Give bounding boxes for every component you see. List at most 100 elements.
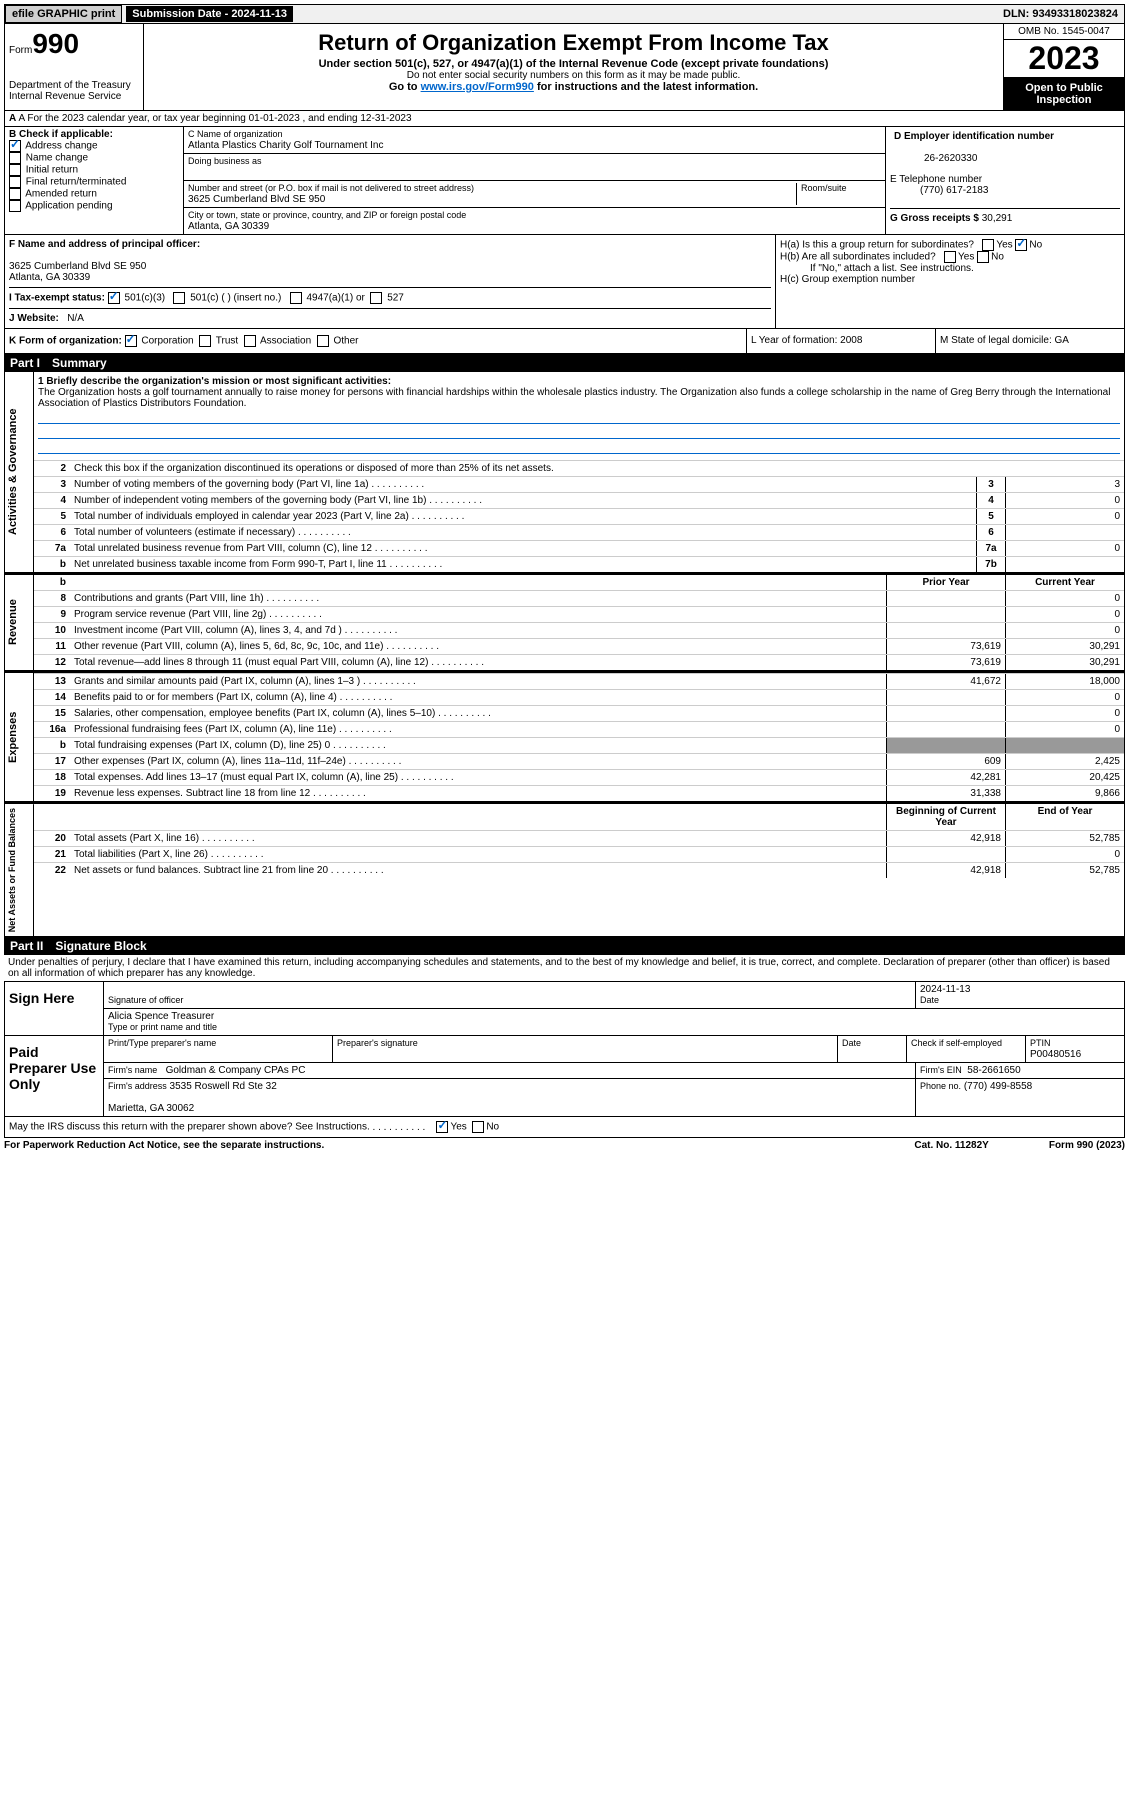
summary-line: 17Other expenses (Part IX, column (A), l… <box>34 753 1124 769</box>
hb-yes[interactable] <box>944 251 956 263</box>
opt-amended: Amended return <box>25 189 97 200</box>
f-label: F Name and address of principal officer: <box>9 239 200 250</box>
org-name: Atlanta Plastics Charity Golf Tournament… <box>188 140 383 151</box>
col-f: F Name and address of principal officer:… <box>5 235 776 328</box>
footer: For Paperwork Reduction Act Notice, see … <box>4 1138 1125 1153</box>
k-corp[interactable] <box>125 335 137 347</box>
ha-yes[interactable] <box>982 239 994 251</box>
opt-assoc: Association <box>260 336 311 347</box>
k-other[interactable] <box>317 335 329 347</box>
part2-num: Part II <box>10 939 43 953</box>
check-name-change[interactable] <box>9 152 21 164</box>
hb-note: If "No," attach a list. See instructions… <box>780 263 974 274</box>
ein-label: D Employer identification number <box>894 131 1054 142</box>
opt-pending: Application pending <box>25 201 112 212</box>
firm-phone-label: Phone no. <box>920 1081 961 1091</box>
summary-line: 8Contributions and grants (Part VIII, li… <box>34 590 1124 606</box>
part1-num: Part I <box>10 356 40 370</box>
c-name-label: C Name of organization <box>188 129 283 139</box>
check-501c3[interactable] <box>108 292 120 304</box>
k-trust[interactable] <box>199 335 211 347</box>
efile-button[interactable]: efile GRAPHIC print <box>5 5 122 23</box>
firm-name: Goldman & Company CPAs PC <box>166 1065 306 1076</box>
form-year: 2023 <box>1004 40 1124 78</box>
summary-line: 3Number of voting members of the governi… <box>34 476 1124 492</box>
col-prior: Prior Year <box>886 575 1005 590</box>
summary-line: 19Revenue less expenses. Subtract line 1… <box>34 785 1124 801</box>
m-state: M State of legal domicile: GA <box>935 329 1124 353</box>
submission-date: Submission Date - 2024-11-13 <box>126 6 293 22</box>
summary-line: bTotal fundraising expenses (Part IX, co… <box>34 737 1124 753</box>
check-501c[interactable] <box>173 292 185 304</box>
opt-4947: 4947(a)(1) or <box>306 293 364 304</box>
col-c: C Name of organization Atlanta Plastics … <box>184 127 886 234</box>
form-number-box: Form990 Department of the Treasury Inter… <box>5 24 144 110</box>
firm-ein-label: Firm's EIN <box>920 1065 962 1075</box>
instructions-link[interactable]: www.irs.gov/Form990 <box>421 81 534 93</box>
dept-label: Department of the Treasury Internal Reve… <box>9 80 139 102</box>
hc-label: H(c) Group exemption number <box>780 274 915 285</box>
line2-text: Check this box if the organization disco… <box>74 463 554 474</box>
firm-phone: (770) 499-8558 <box>964 1081 1032 1092</box>
summary-line: 6Total number of volunteers (estimate if… <box>34 524 1124 540</box>
opt-address: Address change <box>25 141 97 152</box>
summary-line: 5Total number of individuals employed in… <box>34 508 1124 524</box>
ein-value: 26-2620330 <box>894 153 977 164</box>
col-h: H(a) Is this a group return for subordin… <box>776 235 1124 328</box>
firm-addr-label: Firm's address <box>108 1081 167 1091</box>
summary-line: 13Grants and similar amounts paid (Part … <box>34 673 1124 689</box>
section-bcd: B Check if applicable: Address change Na… <box>4 127 1125 235</box>
check-pending[interactable] <box>9 200 21 212</box>
sig-date-label: Date <box>920 995 939 1005</box>
summary-line: 16aProfessional fundraising fees (Part I… <box>34 721 1124 737</box>
summary-line: 18Total expenses. Add lines 13–17 (must … <box>34 769 1124 785</box>
sig-officer-label: Signature of officer <box>108 995 183 1005</box>
summary-line: 12Total revenue—add lines 8 through 11 (… <box>34 654 1124 670</box>
declaration: Under penalties of perjury, I declare th… <box>4 955 1125 981</box>
tax-year: A For the 2023 calendar year, or tax yea… <box>18 113 411 124</box>
summary-line: 21Total liabilities (Part X, line 26)0 <box>34 846 1124 862</box>
form-title-box: Return of Organization Exempt From Incom… <box>144 24 1003 110</box>
ptin-label: PTIN <box>1030 1038 1051 1048</box>
discuss-row: May the IRS discuss this return with the… <box>4 1117 1125 1138</box>
col-end: End of Year <box>1005 804 1124 830</box>
city-label: City or town, state or province, country… <box>188 210 466 220</box>
addr-label: Number and street (or P.O. box if mail i… <box>188 183 474 193</box>
i-label: I Tax-exempt status: <box>9 293 105 304</box>
omb-number: OMB No. 1545-0047 <box>1004 24 1124 40</box>
mission-blank-line <box>38 441 1120 454</box>
opt-501c3: 501(c)(3) <box>125 293 166 304</box>
org-address: 3625 Cumberland Blvd SE 950 <box>188 194 325 205</box>
ha-label: H(a) Is this a group return for subordin… <box>780 240 974 251</box>
vtab-revenue: Revenue <box>5 575 34 670</box>
section-fh: F Name and address of principal officer:… <box>4 235 1125 329</box>
firm-name-label: Firm's name <box>108 1065 157 1075</box>
check-527[interactable] <box>370 292 382 304</box>
opt-initial: Initial return <box>26 165 78 176</box>
year-box: OMB No. 1545-0047 2023 Open to Public In… <box>1003 24 1124 110</box>
check-amended[interactable] <box>9 188 21 200</box>
mission-blank-line <box>38 411 1120 424</box>
opt-name: Name change <box>26 153 88 164</box>
officer-addr: 3625 Cumberland Blvd SE 950 Atlanta, GA … <box>9 261 146 283</box>
vtab-governance: Activities & Governance <box>5 372 34 572</box>
part1-title: Summary <box>52 356 107 370</box>
summary-line: 10Investment income (Part VIII, column (… <box>34 622 1124 638</box>
hb-no[interactable] <box>977 251 989 263</box>
discuss-yes[interactable] <box>436 1121 448 1133</box>
ptin-value: P00480516 <box>1030 1049 1081 1060</box>
discuss-no[interactable] <box>472 1121 484 1133</box>
check-4947[interactable] <box>290 292 302 304</box>
opt-501c: 501(c) ( ) (insert no.) <box>190 293 281 304</box>
summary-netassets: Net Assets or Fund Balances Beginning of… <box>4 802 1125 937</box>
opt-527: 527 <box>387 293 404 304</box>
check-initial[interactable] <box>9 164 21 176</box>
k-assoc[interactable] <box>244 335 256 347</box>
check-address-change[interactable] <box>9 140 21 152</box>
col-begin: Beginning of Current Year <box>886 804 1005 830</box>
prep-check: Check if self-employed <box>911 1038 1002 1048</box>
ha-no[interactable] <box>1015 239 1027 251</box>
check-final[interactable] <box>9 176 21 188</box>
summary-governance: Activities & Governance 1 Briefly descri… <box>4 372 1125 573</box>
hb-label: H(b) Are all subordinates included? <box>780 252 936 263</box>
